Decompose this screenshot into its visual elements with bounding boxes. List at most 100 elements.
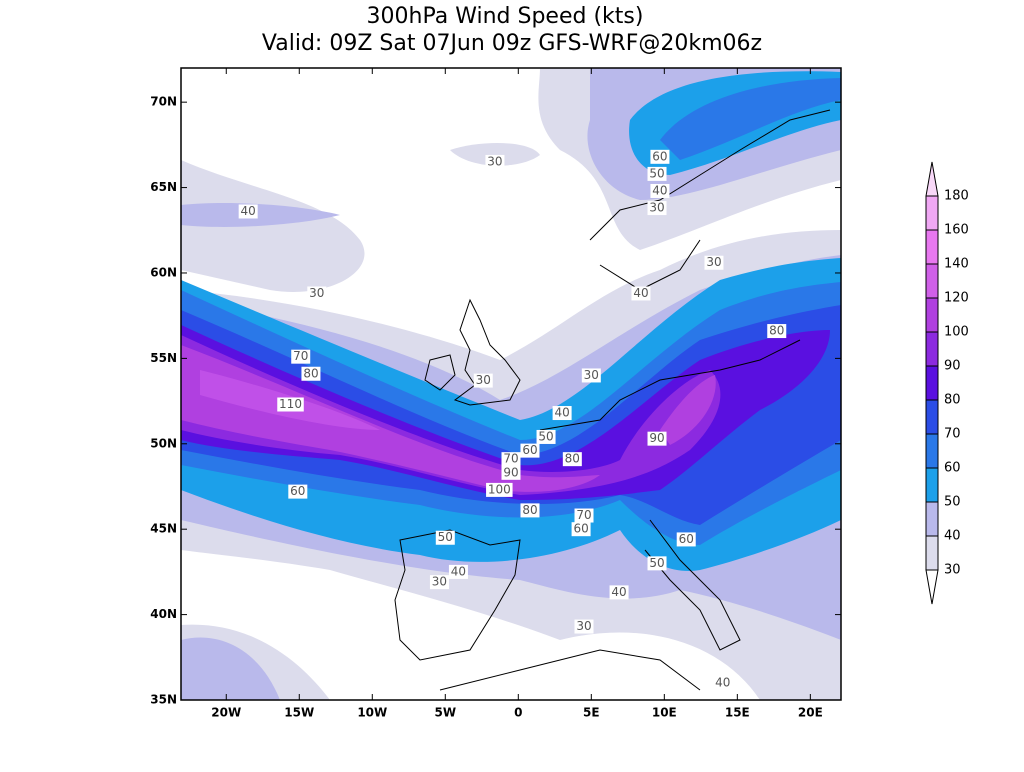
- contour-label-box: [429, 575, 449, 590]
- colorbar-label: 30: [944, 563, 961, 578]
- wind-field: [181, 68, 841, 700]
- lat-tick-label: 70N: [150, 95, 177, 109]
- contour-label: 30: [706, 255, 721, 269]
- contour-label: 30: [432, 575, 447, 589]
- contour-label: 30: [584, 368, 599, 382]
- colorbar-label: 160: [944, 223, 969, 238]
- contour-label-box: [473, 373, 493, 388]
- contour-label: 70: [293, 349, 308, 363]
- contour-label: 60: [290, 484, 305, 498]
- colorbar-label: 40: [944, 529, 961, 544]
- contour-label: 50: [538, 429, 553, 443]
- contour-label: 80: [303, 366, 318, 380]
- contour-label-box: [501, 452, 521, 467]
- contour-label-box: [288, 484, 308, 499]
- colorbar-box: [925, 263, 939, 299]
- contour-label: 80: [565, 452, 580, 466]
- colorbar-label: 70: [944, 427, 961, 442]
- contour-label-box: [520, 443, 540, 458]
- contour-label-box: [650, 183, 670, 198]
- colorbar-label: 80: [944, 393, 961, 408]
- colorbar-label: 50: [944, 495, 961, 510]
- contour-label-box: [650, 149, 670, 164]
- coastlines: [394, 109, 831, 691]
- colorbar-box: [925, 399, 939, 435]
- contour-label-box: [238, 204, 258, 219]
- contour-label-box: [647, 201, 667, 216]
- contour-label-box: [676, 532, 696, 547]
- colorbar-label: 180: [944, 189, 969, 204]
- colorbar-box: [925, 229, 939, 265]
- contour-label-box: [767, 324, 787, 339]
- lon-tick-label: 20W: [211, 706, 241, 720]
- contour-label: 40: [241, 204, 256, 218]
- contour-label-box: [485, 154, 505, 169]
- colorbar-box: [925, 331, 939, 367]
- contour-label: 60: [573, 522, 588, 536]
- map-frame: [180, 67, 842, 701]
- colorbar-box: [925, 535, 939, 571]
- contour-label: 30: [576, 619, 591, 633]
- contour-label: 40: [451, 564, 466, 578]
- contour-label-box: [713, 675, 733, 690]
- contour-label: 30: [649, 201, 664, 215]
- lon-tick-label: 5W: [434, 706, 456, 720]
- contour-label-box: [571, 522, 591, 537]
- contour-label: 70: [503, 452, 518, 466]
- contour-label: 60: [679, 532, 694, 546]
- contour-label: 30: [476, 373, 491, 387]
- contour-label: 60: [652, 149, 667, 163]
- lon-tick-label: 20E: [798, 706, 823, 720]
- lat-tick-label: 60N: [150, 265, 177, 279]
- lat-tick-label: 65N: [150, 180, 177, 194]
- lat-tick-label: 45N: [150, 522, 177, 536]
- contour-label: 80: [522, 503, 537, 517]
- contour-label: 110: [279, 397, 302, 411]
- colorbar-high-arrow: [925, 161, 939, 197]
- colorbar-box: [925, 433, 939, 469]
- contour-label-box: [520, 503, 540, 518]
- lat-tick-label: 55N: [150, 351, 177, 365]
- contour-label: 30: [487, 154, 502, 168]
- contour-label-box: [581, 368, 601, 383]
- lon-tick-label: 15E: [725, 706, 750, 720]
- colorbar-label: 140: [944, 257, 969, 272]
- lon-tick-label: 15W: [284, 706, 314, 720]
- colorbar-box: [925, 195, 939, 231]
- lon-tick-label: 0: [514, 706, 522, 720]
- contour-label-box: [552, 406, 572, 421]
- contour-label-box: [435, 530, 455, 545]
- contour-label-box: [631, 286, 651, 301]
- contour-label: 40: [554, 406, 569, 420]
- contour-label-box: [486, 482, 513, 497]
- contour-label-box: [301, 366, 321, 381]
- contour-label: 50: [438, 530, 453, 544]
- contour-label: 90: [649, 431, 664, 445]
- contour-label: 50: [649, 556, 664, 570]
- colorbar-label: 60: [944, 461, 961, 476]
- contour-label: 40: [652, 183, 667, 197]
- contour-label: 40: [611, 585, 626, 599]
- contour-label-box: [647, 556, 667, 571]
- contour-label-box: [562, 452, 582, 467]
- contour-label-box: [536, 429, 556, 444]
- contour-label-box: [574, 508, 594, 523]
- colorbar-box: [925, 501, 939, 537]
- lat-tick-label: 40N: [150, 607, 177, 621]
- contour-label: 70: [576, 508, 591, 522]
- contour-label: 80: [769, 324, 784, 338]
- contour-label-box: [307, 286, 327, 301]
- title: 300hPa Wind Speed (kts): [367, 4, 644, 29]
- contour-label: 40: [633, 286, 648, 300]
- lat-tick-label: 50N: [150, 436, 177, 450]
- contour-label: 40: [715, 675, 730, 689]
- contour-label-box: [574, 619, 594, 634]
- lat-tick-label: 35N: [150, 693, 177, 707]
- contour-label-box: [704, 255, 724, 270]
- subtitle: Valid: 09Z Sat 07Jun 09z GFS-WRF@20km06z: [262, 31, 762, 56]
- contour-label-box: [448, 564, 468, 579]
- shade-100: [181, 345, 716, 492]
- colorbar-box: [925, 467, 939, 503]
